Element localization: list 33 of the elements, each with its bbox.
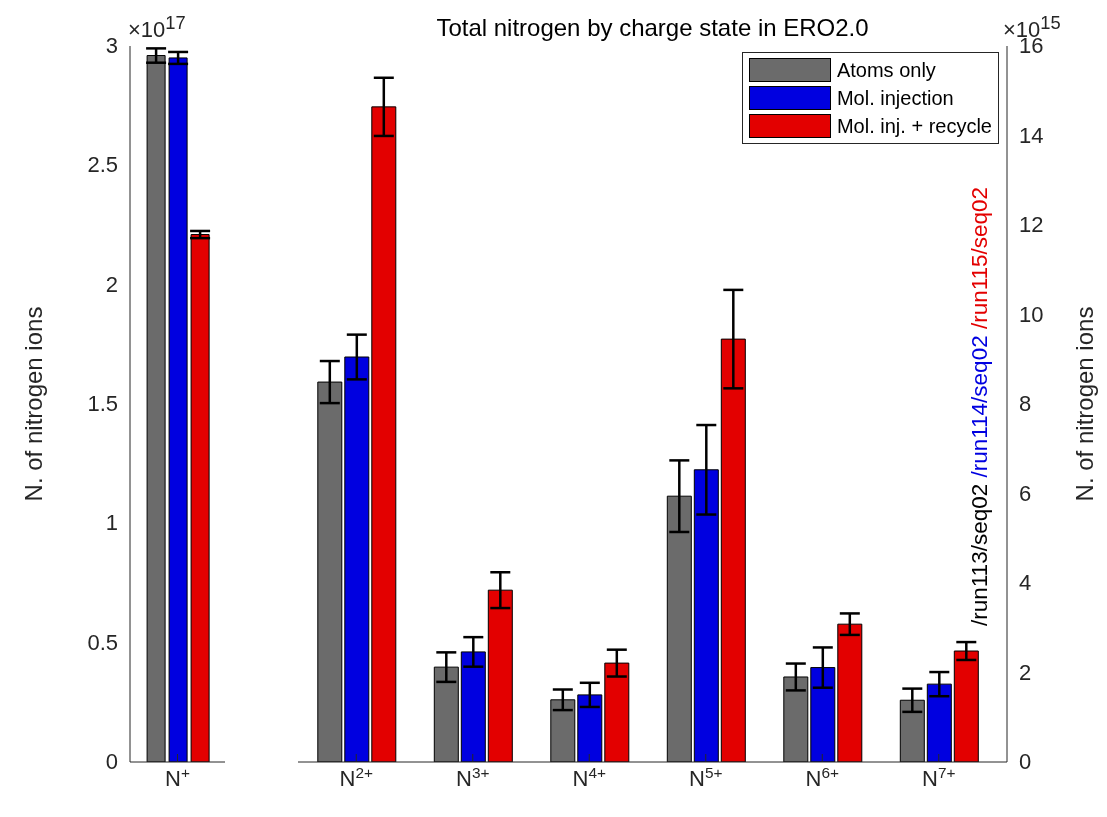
y2-tick-label: 6	[1019, 480, 1032, 506]
axis-exponent: ×10$^{17}$	[128, 12, 186, 44]
y2-tick-label: 4	[1019, 570, 1032, 595]
x-tick-label: N$^{2+}$	[339, 763, 373, 791]
annotation: /run114/seq02	[967, 335, 992, 478]
legend-label: Mol. injection	[836, 86, 954, 110]
y2-tick-label: 10	[1019, 301, 1044, 327]
y-tick-label: 2	[105, 271, 118, 297]
x-tick-label: N$^{5+}$	[689, 763, 723, 791]
legend-label: Atoms only	[836, 58, 936, 82]
y-tick-label: 0.5	[87, 629, 118, 655]
y2-tick-label: 14	[1019, 122, 1044, 148]
y-tick-label: 0	[105, 749, 118, 774]
x-tick-label: N$^{6+}$	[805, 763, 839, 791]
x-tick-label: N$^{3+}$	[456, 763, 490, 791]
y2-tick-label: 0	[1019, 749, 1032, 774]
y2-tick-label: 2	[1019, 659, 1032, 685]
y2-axis-title: N. of nitrogen ions	[1070, 306, 1098, 502]
x-tick-label: N$^{+}$	[165, 763, 190, 791]
y-tick-label: 1.5	[87, 391, 118, 416]
y2-tick-label: 8	[1019, 391, 1032, 416]
y-axis-title: N. of nitrogen ions	[19, 306, 47, 502]
x-tick-label: N$^{4+}$	[572, 763, 606, 791]
y-tick-label: 2.5	[87, 152, 118, 178]
x-tick-label: N$^{7+}$	[922, 763, 956, 791]
y2-tick-label: 12	[1019, 212, 1044, 237]
legend-label: Mol. inj. + recycle	[836, 114, 992, 138]
bar	[190, 234, 210, 762]
annotation: /run113/seq02	[967, 483, 992, 626]
y-tick-label: 3	[105, 33, 118, 58]
annotation: /run115/seq02	[967, 186, 992, 330]
chart-title: Total nitrogen by charge state in ERO2.0	[436, 14, 869, 41]
y-tick-label: 1	[105, 510, 118, 536]
